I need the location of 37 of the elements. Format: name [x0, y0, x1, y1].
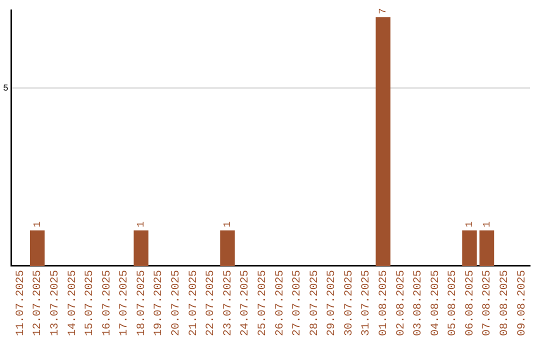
data-label: 1	[482, 221, 494, 228]
x-tick-label: 22.07.2025	[205, 270, 218, 336]
x-tick-label: 07.08.2025	[482, 270, 494, 336]
x-tick-label: 19.07.2025	[153, 270, 166, 336]
x-tick-label: 08.08.2025	[498, 270, 511, 336]
x-tick-label: 17.07.2025	[118, 270, 131, 336]
x-tick-label: 26.07.2025	[274, 270, 286, 336]
x-tick-label: 05.08.2025	[447, 270, 460, 336]
x-tick-label: 27.07.2025	[292, 270, 304, 336]
x-tick-label: 13.07.2025	[50, 270, 62, 336]
x-tick-label: 21.07.2025	[188, 270, 200, 336]
x-tick-label: 04.08.2025	[430, 270, 442, 336]
x-tick-label: 24.07.2025	[240, 270, 252, 336]
x-tick-label: 12.07.2025	[32, 270, 44, 336]
x-tick-label: 11.07.2025	[14, 270, 27, 336]
x-tick-label: 18.07.2025	[136, 270, 148, 336]
x-tick-label: 06.08.2025	[464, 270, 476, 336]
x-tick-label: 02.08.2025	[395, 270, 408, 336]
x-tick-label: 30.07.2025	[343, 270, 356, 336]
data-label: 1	[223, 221, 234, 228]
x-tick-label: 09.08.2025	[516, 270, 528, 336]
x-tick-label: 28.07.2025	[308, 270, 321, 336]
x-tick-label: 15.07.2025	[84, 270, 96, 336]
data-label: 1	[32, 221, 44, 228]
data-label: 1	[465, 221, 476, 228]
x-tick-label: 31.07.2025	[360, 270, 373, 336]
x-tick-label: 23.07.2025	[222, 270, 234, 336]
x-tick-label: 16.07.2025	[101, 270, 114, 336]
x-tick-label: 20.07.2025	[170, 270, 183, 336]
x-tick-label: 14.07.2025	[66, 270, 79, 336]
x-tick-label: 25.07.2025	[256, 270, 269, 336]
data-label: 7	[378, 8, 390, 14]
data-label: 1	[136, 221, 148, 228]
x-tick-label: 29.07.2025	[326, 270, 338, 336]
y-tick-label: 5	[2, 84, 8, 94]
x-tick-label: 03.08.2025	[412, 270, 425, 336]
x-tick-label: 01.08.2025	[378, 270, 390, 336]
